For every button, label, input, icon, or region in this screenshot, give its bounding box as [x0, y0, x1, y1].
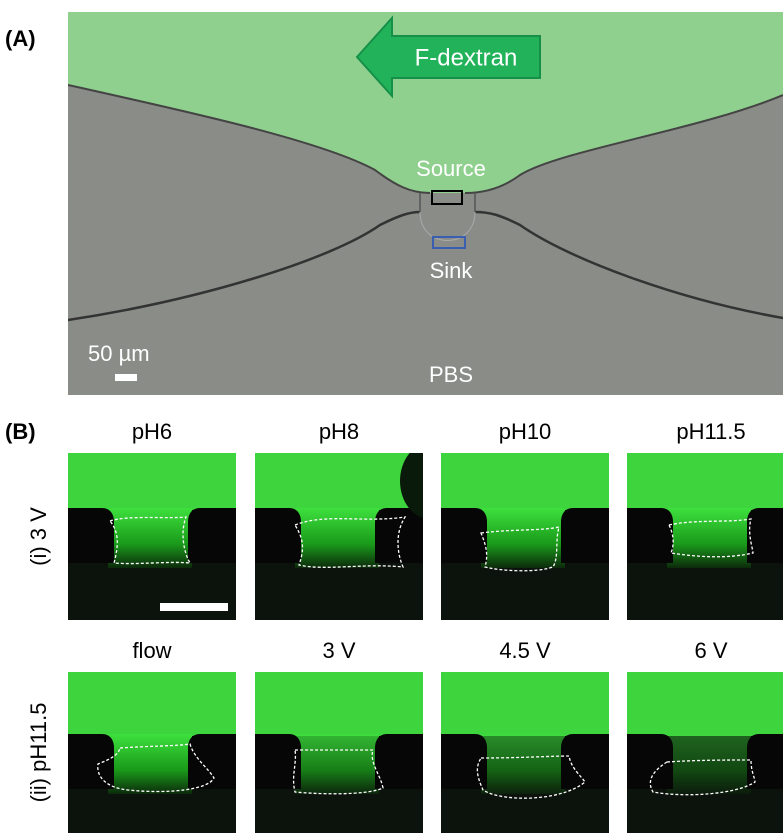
dye-region	[627, 453, 783, 510]
wall	[747, 734, 783, 789]
wall	[375, 734, 423, 789]
source-label: Source	[416, 156, 486, 181]
sink-label: Sink	[430, 258, 474, 283]
wall	[441, 734, 487, 789]
micrograph	[68, 453, 236, 620]
channel-neck	[481, 734, 565, 794]
micrograph	[627, 672, 783, 833]
channel-neck	[295, 508, 379, 568]
channel-neck	[108, 734, 192, 794]
wall	[255, 508, 301, 563]
wall	[561, 508, 609, 563]
figure: (A) F-dextran Source Sink PBS 50 µm (B) …	[0, 0, 783, 833]
wall	[561, 734, 609, 789]
wall	[441, 508, 487, 563]
dye-region	[255, 453, 423, 510]
channel-neck	[295, 734, 379, 794]
dye-region	[441, 453, 609, 510]
micrograph	[255, 672, 423, 833]
micrograph	[441, 672, 609, 833]
wall	[627, 508, 673, 563]
column-label: flow	[132, 638, 171, 663]
dye-region	[68, 672, 236, 736]
channel-neck	[667, 734, 751, 794]
dye-region	[627, 672, 783, 736]
micrograph	[627, 453, 783, 620]
row-label: (i) 3 V	[26, 507, 51, 566]
dye-region	[441, 672, 609, 736]
scale-bar	[160, 603, 228, 611]
column-label: pH6	[132, 419, 172, 444]
scale-label: 50 µm	[88, 341, 150, 366]
column-label: pH11.5	[676, 419, 745, 444]
channel-neck	[481, 508, 565, 568]
dye-region	[68, 453, 236, 510]
column-label: pH10	[499, 419, 552, 444]
channel-neck	[667, 508, 751, 568]
micrograph	[441, 453, 609, 620]
wall	[747, 508, 783, 563]
wall	[68, 734, 114, 789]
wall	[188, 508, 236, 563]
row-label: (ii) pH11.5	[26, 703, 51, 803]
bottom-label: PBS	[429, 362, 473, 387]
arrow-label: F-dextran	[415, 44, 518, 71]
panel-label: (B)	[5, 419, 36, 444]
column-label: 3 V	[322, 638, 355, 663]
micrograph	[255, 443, 460, 620]
column-label: 4.5 V	[499, 638, 551, 663]
panel-label: (A)	[5, 26, 36, 51]
micrograph	[68, 672, 236, 833]
column-label: 6 V	[694, 638, 727, 663]
wall	[68, 508, 114, 563]
column-label: pH8	[319, 419, 359, 444]
dye-region	[255, 672, 423, 736]
